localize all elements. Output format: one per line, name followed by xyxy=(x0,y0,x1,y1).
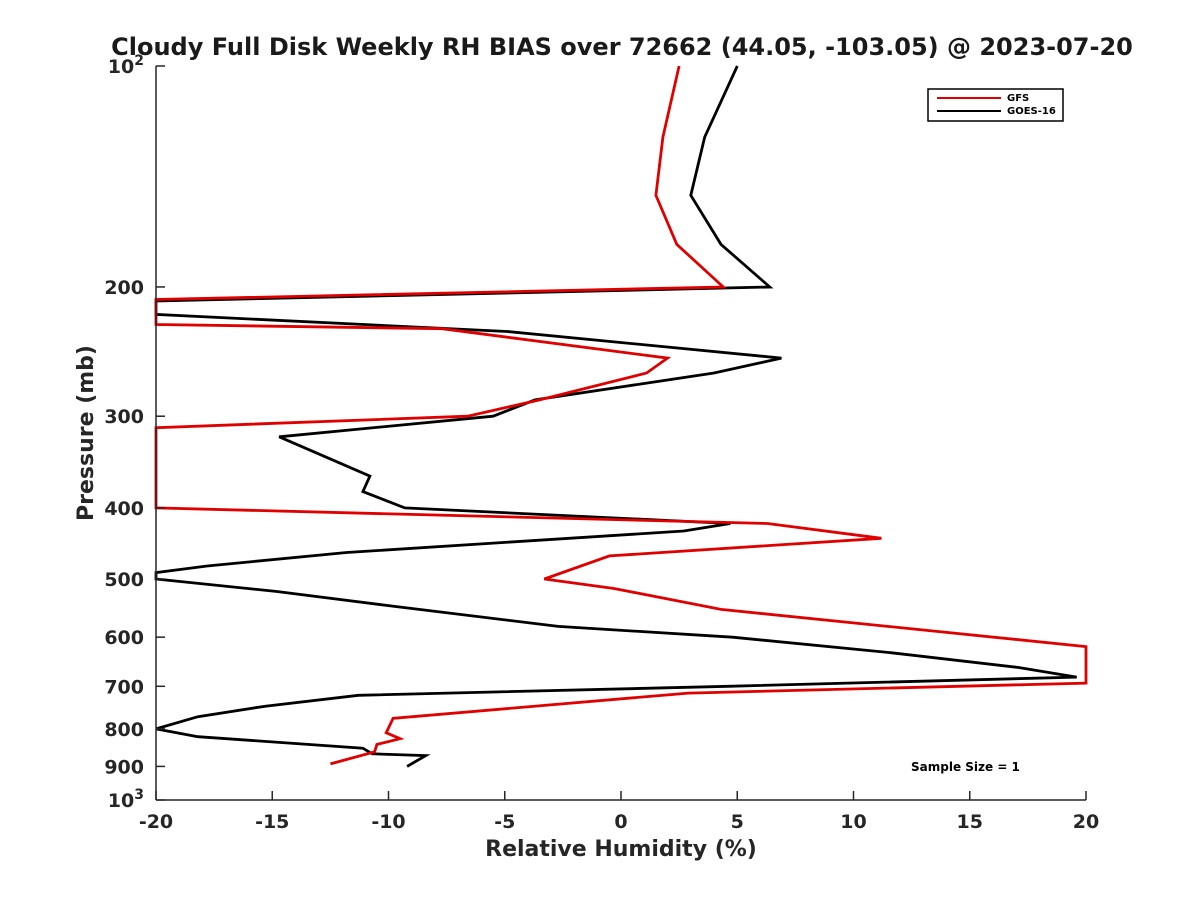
x-axis-label: Relative Humidity (%) xyxy=(485,837,757,862)
y-tick-label-exponent: 3 xyxy=(134,787,144,803)
y-tick-label: 800 xyxy=(104,719,144,741)
chart-title: Cloudy Full Disk Weekly RH BIAS over 726… xyxy=(111,33,1133,61)
y-tick-label: 102 xyxy=(108,53,144,78)
legend-label-gfs: GFS xyxy=(1007,93,1029,104)
y-tick-label-base: 700 xyxy=(104,676,144,698)
x-tick-label: -20 xyxy=(139,811,173,833)
y-tick-label-base: 800 xyxy=(104,719,144,741)
y-tick-label-base: 900 xyxy=(104,756,144,778)
x-tick-label: 10 xyxy=(840,811,866,833)
series-line-goes16 xyxy=(154,65,1077,768)
y-tick-label-base: 400 xyxy=(104,498,144,520)
y-tick-label: 500 xyxy=(104,569,144,591)
series-line-gfs xyxy=(154,65,1088,766)
y-tick-label-base: 10 xyxy=(108,790,134,812)
y-tick-label: 900 xyxy=(104,756,144,778)
x-tick-label: 5 xyxy=(731,811,744,833)
y-tick-label-base: 500 xyxy=(104,569,144,591)
legend-label-goes16: GOES-16 xyxy=(1007,106,1056,117)
y-tick-label-base: 200 xyxy=(104,277,144,299)
y-tick-label: 103 xyxy=(108,787,144,812)
x-tick-label: 15 xyxy=(957,811,983,833)
legend-box xyxy=(927,88,1064,122)
x-tick-label: -15 xyxy=(255,811,289,833)
x-axis-ticks: -20 -15 -10 -5 0 5 10 15 20 xyxy=(139,791,1099,833)
y-tick-label-base: 10 xyxy=(108,56,134,78)
y-tick-label-base: 300 xyxy=(104,406,144,428)
sample-size-annotation: Sample Size = 1 xyxy=(911,760,1020,774)
y-tick-label-exponent: 2 xyxy=(134,53,144,69)
x-tick-label: 20 xyxy=(1073,811,1099,833)
x-tick-label: 0 xyxy=(614,811,627,833)
x-tick-label: -10 xyxy=(371,811,405,833)
y-tick-label: 700 xyxy=(104,676,144,698)
y-tick-label: 400 xyxy=(104,498,144,520)
x-tick-label: -5 xyxy=(494,811,515,833)
y-axis-label: Pressure (mb) xyxy=(74,345,99,521)
legend: GFS GOES-16 xyxy=(927,88,1064,122)
y-tick-label: 300 xyxy=(104,406,144,428)
y-tick-label-base: 600 xyxy=(104,627,144,649)
series-layer xyxy=(154,65,1088,768)
y-tick-label: 600 xyxy=(104,627,144,649)
y-tick-label: 200 xyxy=(104,277,144,299)
